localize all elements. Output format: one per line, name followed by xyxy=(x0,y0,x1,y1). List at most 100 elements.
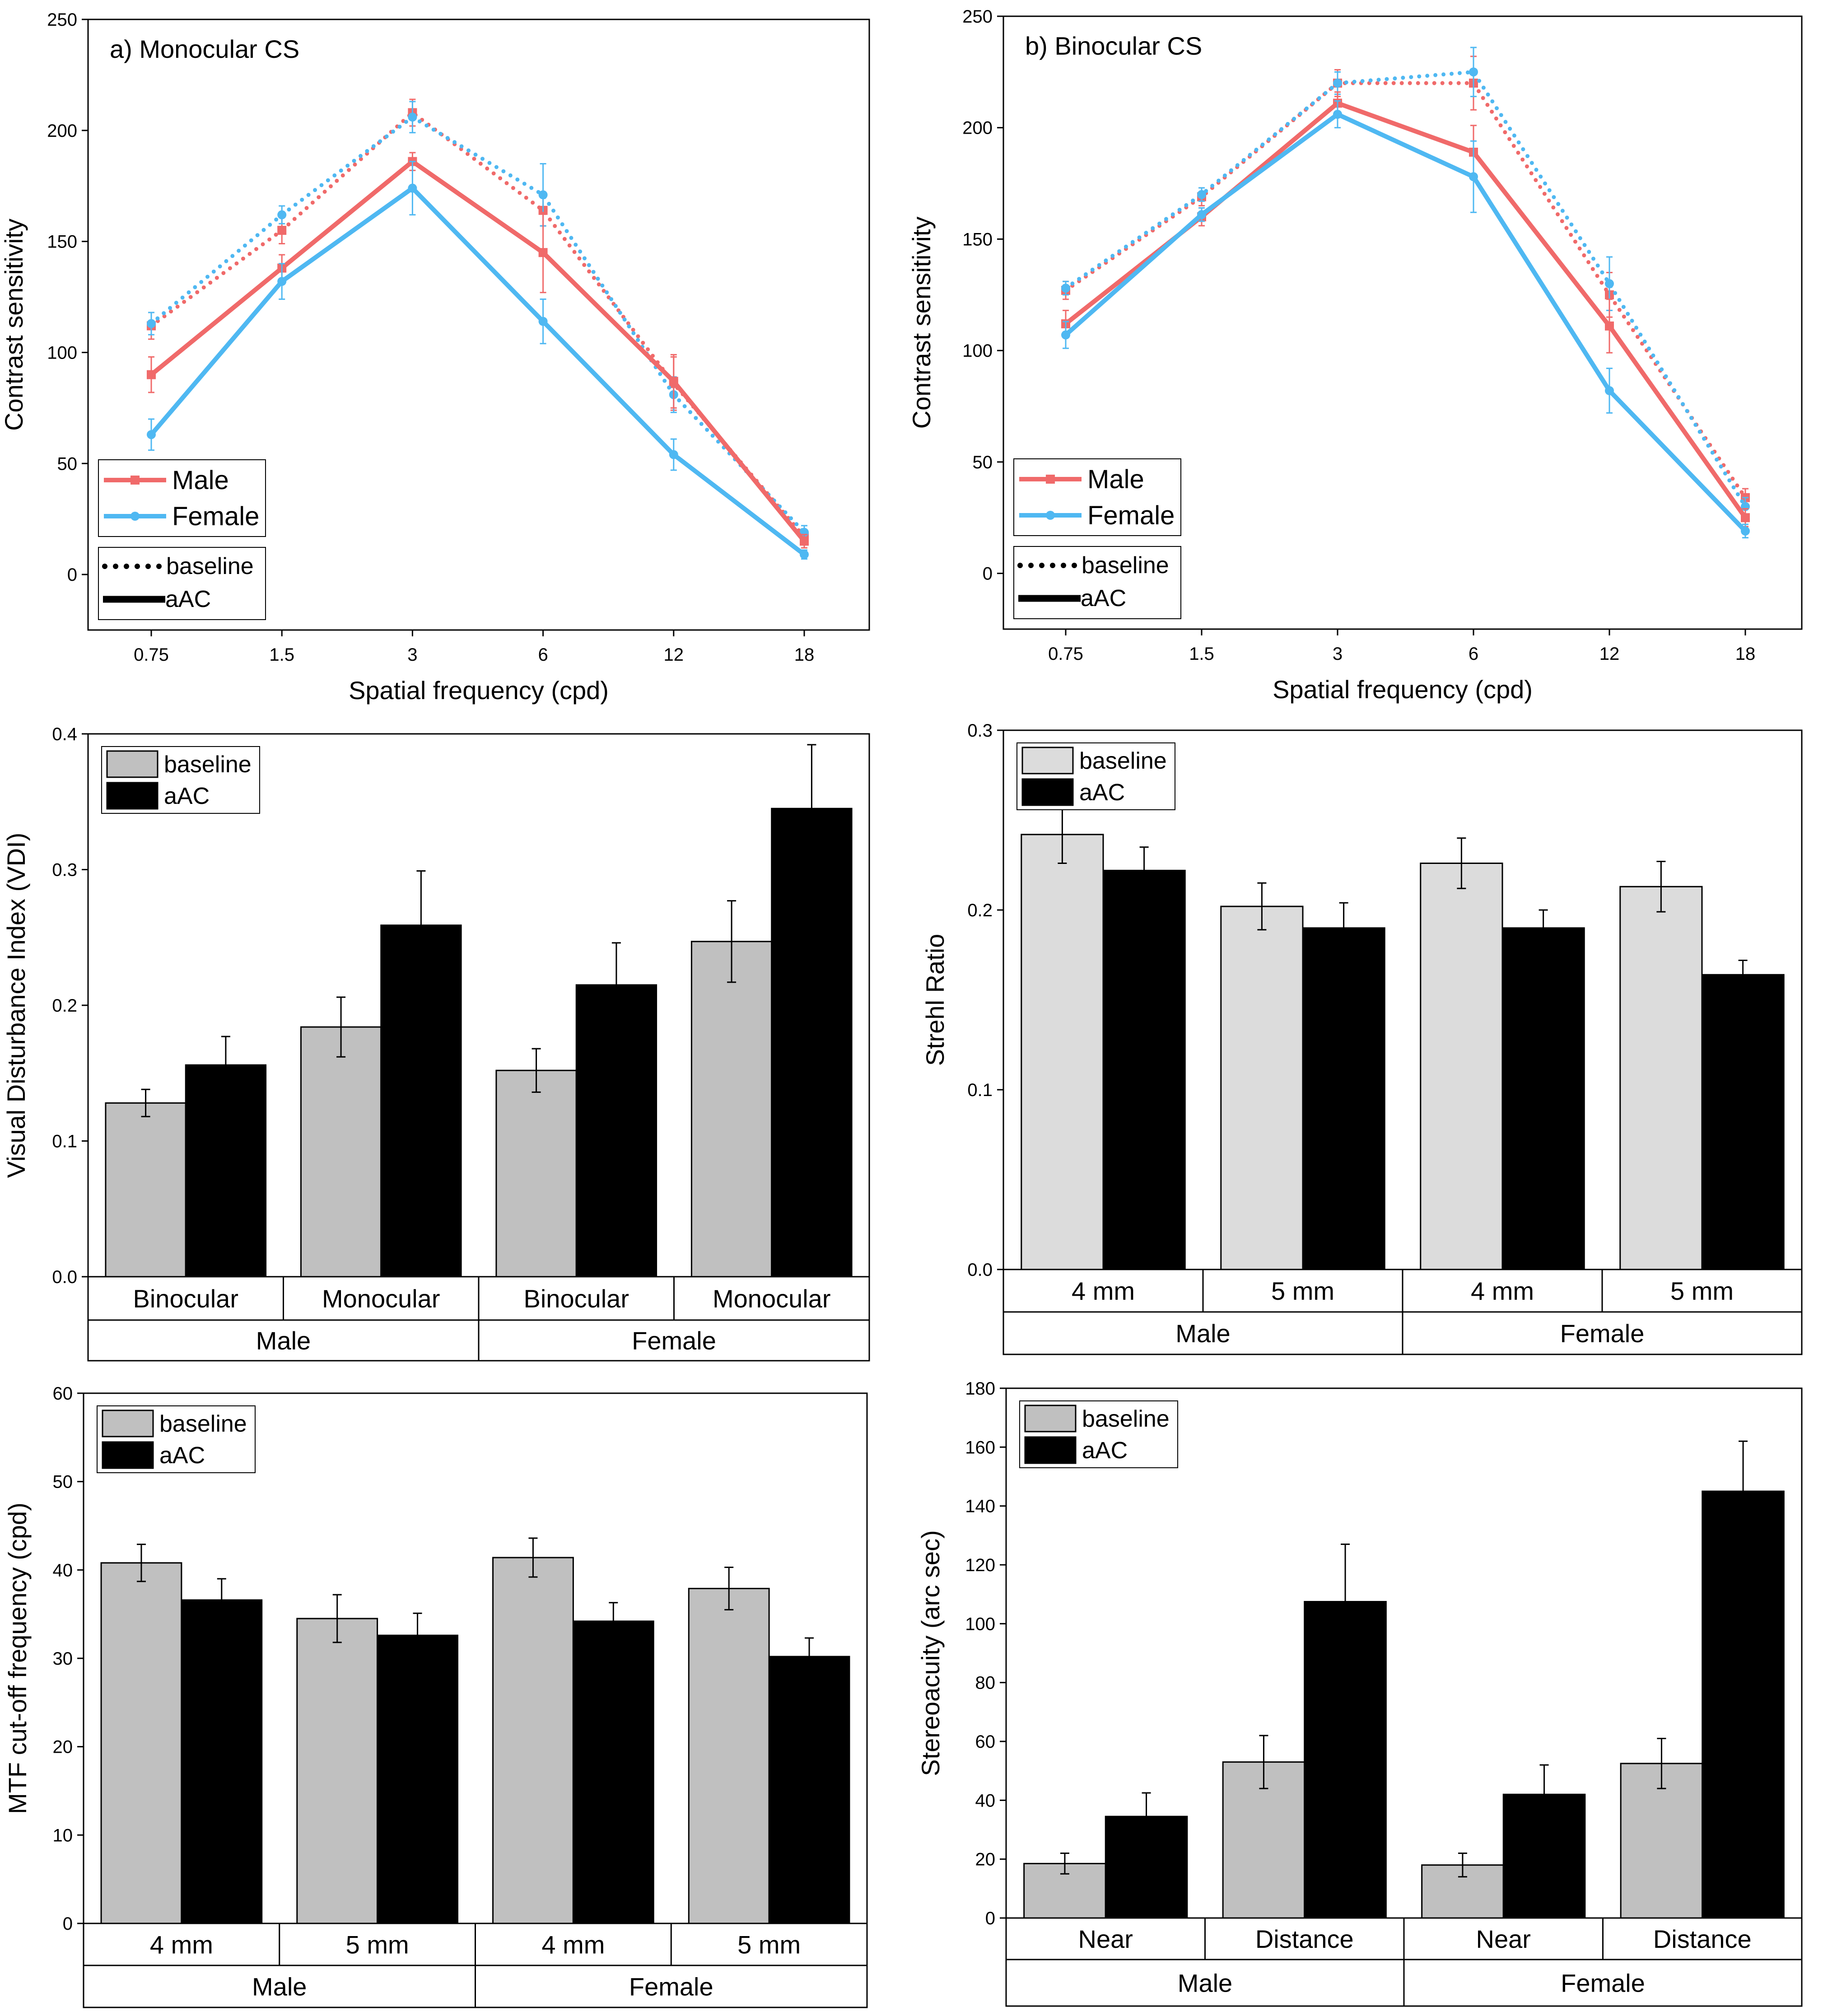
b-chart: 0 50 100 150 200 250 Contrast sensitivity 0.75 1… xyxy=(907,7,1803,704)
strehl-group-label: Male xyxy=(1175,1319,1230,1348)
vdi-legend-aac-swatch xyxy=(106,782,159,810)
mtf-y-tick-label: 10 xyxy=(53,1825,73,1845)
b-male-baseline-line xyxy=(1063,81,1748,500)
a-legend-female-label: Female xyxy=(172,502,259,531)
b-x-tick-label: 0.75 xyxy=(1048,644,1083,664)
strehl-aac-bar xyxy=(1302,927,1385,1270)
b-female-aac-line xyxy=(1064,112,1747,533)
b-y-tick-label: 250 xyxy=(962,7,993,27)
a-legend-aac-label: aAC xyxy=(165,586,211,612)
b-female-marker xyxy=(1197,190,1206,199)
a-y-tick-label: 250 xyxy=(47,10,77,30)
stereo-y-tick-label: 60 xyxy=(975,1732,996,1752)
stereo-legend-baseline-swatch xyxy=(1024,1405,1077,1433)
a-chart-title: a) Monocular CS xyxy=(110,35,299,63)
strehl-y-tick-label: 0.2 xyxy=(967,901,993,920)
strehl-aac-bar xyxy=(1102,869,1186,1270)
b-y-tick-label: 150 xyxy=(962,229,993,249)
b-x-tick-label: 6 xyxy=(1469,644,1478,664)
strehl-y-tick-label: 0.1 xyxy=(967,1080,993,1100)
mtf-legend-aac-label: aAC xyxy=(159,1442,205,1469)
mtf-category-label: 4 mm xyxy=(150,1931,213,1959)
mtf-category-label: 5 mm xyxy=(737,1931,801,1959)
b-female-marker xyxy=(1061,330,1070,340)
vdi-legend-aac-label: aAC xyxy=(164,783,210,809)
strehl-baseline-bar xyxy=(1420,863,1503,1270)
strehl-legend-baseline-swatch xyxy=(1021,747,1074,775)
b-male-marker xyxy=(1605,321,1614,331)
a-legend-male-marker xyxy=(131,476,140,485)
strehl-baseline-bar xyxy=(1021,834,1104,1270)
a-y-tick-label: 100 xyxy=(47,343,77,363)
stereo-category-label: Distance xyxy=(1653,1925,1752,1953)
stereo-y-tick-label: 0 xyxy=(985,1909,995,1928)
a-x-tick-label: 12 xyxy=(664,645,684,665)
a-x-axis-label: Spatial frequency (cpd) xyxy=(349,676,609,705)
mtf-category-label: 4 mm xyxy=(541,1931,605,1959)
stereo-y-tick-label: 20 xyxy=(975,1850,996,1870)
stereo-y-tick-label: 40 xyxy=(975,1791,996,1811)
vdi-aac-bar xyxy=(185,1064,267,1278)
strehl-category-label: 5 mm xyxy=(1271,1277,1334,1305)
vdi-legend: baseline aAC xyxy=(101,746,260,814)
vdi-baseline-bar xyxy=(690,941,773,1278)
stereo-chart: 0 20 40 60 80 100 120 140 160 180 Stereoacuity (ar… xyxy=(916,1379,1803,2007)
a-legend-female-marker xyxy=(131,512,140,521)
b-legend: Male Female baseline aAC xyxy=(1013,458,1181,619)
a-male-marker xyxy=(277,226,287,235)
b-female-baseline-line xyxy=(1063,70,1748,509)
mtf-category-label: 5 mm xyxy=(346,1931,409,1959)
stereo-y-tick-label: 120 xyxy=(965,1555,995,1575)
vdi-aac-bar xyxy=(575,984,657,1278)
a-x-tick-label: 3 xyxy=(407,645,417,665)
a-y-tick-label: 200 xyxy=(47,121,77,141)
vdi-y-tick-label: 0.0 xyxy=(52,1267,77,1287)
vdi-y-tick-label: 0.3 xyxy=(52,860,77,880)
b-x-tick-label: 18 xyxy=(1735,644,1756,664)
mtf-aac-bar xyxy=(768,1656,850,1924)
b-legend-aac-label: aAC xyxy=(1081,585,1126,611)
strehl-legend-aac-label: aAC xyxy=(1079,779,1125,806)
vdi-group-label: Female xyxy=(632,1326,716,1355)
vdi-category-label: Monocular xyxy=(713,1284,830,1313)
stereo-legend: baseline aAC xyxy=(1019,1400,1178,1468)
b-y-tick-label: 100 xyxy=(962,341,993,361)
a-y-tick-label: 150 xyxy=(47,232,77,252)
stereo-legend-baseline-label: baseline xyxy=(1082,1406,1170,1432)
a-female-marker xyxy=(538,190,548,200)
stereo-y-axis-label: Stereoacuity (arc sec) xyxy=(916,1530,945,1776)
b-y-tick-label: 200 xyxy=(962,118,993,138)
a-female-marker xyxy=(800,550,809,559)
vdi-chart: 0.0 0.1 0.2 0.3 0.4 Visual Disturbance Index … xyxy=(2,724,870,1362)
a-legend-box-sex xyxy=(98,459,266,537)
mtf-group-label: Male xyxy=(252,1973,307,2001)
vdi-legend-baseline-swatch xyxy=(106,750,159,778)
stereo-group-label: Female xyxy=(1561,1969,1645,1997)
mtf-y-tick-label: 30 xyxy=(53,1649,73,1669)
a-female-marker xyxy=(277,210,287,219)
a-female-aac-line xyxy=(149,186,806,556)
a-series-female-aac xyxy=(147,161,809,560)
vdi-y-tick-label: 0.4 xyxy=(52,724,77,744)
a-female-marker xyxy=(408,112,417,122)
b-female-marker xyxy=(1061,284,1070,293)
stereo-baseline-bar xyxy=(1620,1763,1703,1919)
a-y-tick-label: 50 xyxy=(57,454,78,474)
strehl-category-label: 4 mm xyxy=(1072,1277,1135,1305)
vdi-y-axis-label: Visual Disturbance Index (VDI) xyxy=(2,833,30,1178)
vdi-y-tick-label: 0.2 xyxy=(52,996,77,1016)
vdi-aac-bar xyxy=(771,807,853,1278)
a-x-tick-label: 0.75 xyxy=(134,645,169,665)
a-legend-baseline-label: baseline xyxy=(166,553,254,579)
a-x-tick-label: 1.5 xyxy=(269,645,294,665)
vdi-baseline-bar xyxy=(495,1069,577,1278)
mtf-baseline-bar xyxy=(100,1562,182,1924)
strehl-y-tick-label: 0.0 xyxy=(967,1260,993,1280)
stereo-aac-bar xyxy=(1702,1490,1785,1919)
stereo-group-label: Male xyxy=(1178,1969,1232,1997)
stereo-y-tick-label: 180 xyxy=(965,1379,995,1399)
strehl-aac-bar xyxy=(1701,974,1785,1270)
stereo-y-tick-label: 100 xyxy=(965,1614,995,1634)
mtf-group-label: Female xyxy=(629,1973,713,2001)
strehl-legend-aac-swatch xyxy=(1021,778,1074,806)
